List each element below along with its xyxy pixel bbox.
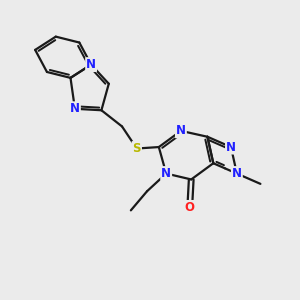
Text: N: N — [86, 58, 96, 71]
Text: N: N — [161, 167, 171, 180]
Text: O: O — [185, 201, 195, 214]
Text: N: N — [70, 102, 80, 115]
Text: N: N — [176, 124, 186, 137]
Text: N: N — [232, 167, 242, 180]
Text: N: N — [226, 141, 236, 154]
Text: S: S — [133, 142, 141, 155]
